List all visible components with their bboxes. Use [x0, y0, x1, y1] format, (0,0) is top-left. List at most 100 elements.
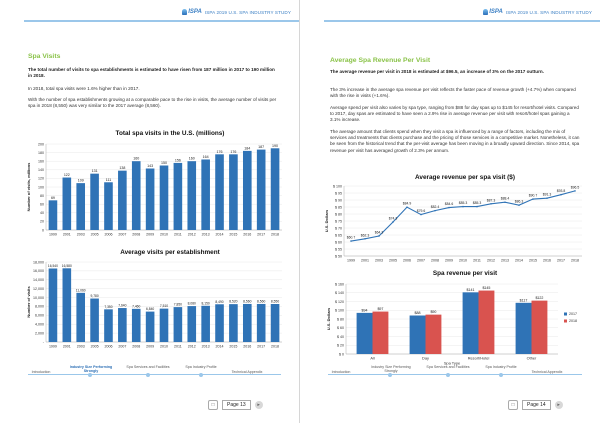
- data-point: [392, 221, 394, 223]
- data-point: [574, 190, 576, 192]
- nav-spa-services[interactable]: Spa Services and Facilities: [126, 365, 170, 369]
- data-label: 160: [133, 157, 139, 161]
- data-label: $96.5: [571, 185, 580, 189]
- document-icon[interactable]: □: [508, 400, 518, 410]
- x-tick-label: 2006: [403, 259, 411, 263]
- nav-technical-appendix[interactable]: Technical Appendix: [531, 370, 563, 374]
- nav-industry-size[interactable]: Industry Size Performing Strongly: [69, 365, 113, 374]
- nav-dot: [499, 372, 503, 377]
- bar: [145, 168, 155, 230]
- nav-introduction[interactable]: Introduction: [331, 370, 351, 374]
- y-tick-label: -: [43, 340, 45, 344]
- bar: [229, 304, 238, 342]
- data-label: 143: [147, 164, 153, 168]
- data-label: $62.3: [361, 233, 370, 237]
- nav-industry-size[interactable]: Industry Size Performing Strongly: [371, 365, 411, 374]
- data-label: $64.3: [375, 230, 384, 234]
- bar: [270, 148, 280, 230]
- bar: [425, 314, 442, 354]
- nav-spa-profile[interactable]: Spa Industry Profile: [185, 365, 217, 369]
- data-label: $88: [415, 311, 421, 315]
- data-label: 8,490: [215, 300, 223, 304]
- x-tick-label: 2011: [473, 259, 481, 263]
- bar: [159, 308, 169, 342]
- y-tick-label: $ 95: [335, 191, 342, 195]
- bar: [187, 161, 197, 230]
- page-header: ISPA ISPA 2019 U.S. SPA INDUSTRY STUDY: [182, 6, 291, 18]
- chart-title: Spa revenue per visit: [432, 270, 498, 277]
- bar: [215, 304, 224, 342]
- chart-title: Total spa visits in the U.S. (millions): [115, 130, 225, 137]
- y-tick-label: $ 60: [337, 326, 344, 330]
- y-tick-label: 0: [42, 228, 44, 232]
- nav-introduction[interactable]: Introduction: [31, 370, 51, 374]
- bar: [131, 308, 141, 342]
- bar: [62, 268, 72, 342]
- nav-spa-services[interactable]: Spa Services and Facilities: [426, 365, 470, 369]
- x-tick-label: 2007: [417, 259, 425, 263]
- nav-spa-profile[interactable]: Spa Industry Profile: [485, 365, 517, 369]
- right-page: ISPA ISPA 2019 U.S. SPA INDUSTRY STUDY A…: [300, 0, 600, 423]
- x-tick-label: 1999: [49, 345, 57, 349]
- next-page-icon[interactable]: ▸: [554, 401, 563, 409]
- x-tick-label: 2013: [202, 233, 210, 237]
- y-tick-label: 140: [38, 168, 44, 172]
- x-tick-label: 2003: [375, 259, 383, 263]
- data-point: [462, 205, 464, 208]
- nav-dot: [388, 372, 392, 377]
- bar: [372, 311, 389, 354]
- data-label: 8,150: [202, 301, 210, 305]
- x-tick-label: 2013: [202, 345, 210, 349]
- y-tick-label: 160: [38, 160, 44, 164]
- data-label: 184: [244, 146, 250, 150]
- document-icon[interactable]: □: [208, 400, 218, 410]
- section-title: Spa Visits: [28, 53, 61, 60]
- y-tick-label: 6,000: [35, 314, 44, 318]
- next-page-icon[interactable]: ▸: [254, 401, 263, 409]
- data-label: 111: [106, 178, 111, 182]
- x-tick-label: 2008: [132, 345, 140, 349]
- x-tick-label: 2007: [118, 345, 126, 349]
- nav-technical-appendix[interactable]: Technical Appendix: [231, 370, 263, 374]
- paragraph: Average spend per visit also varies by s…: [330, 105, 579, 123]
- bar: [104, 309, 113, 342]
- bar: [531, 300, 548, 354]
- bar: [242, 303, 252, 342]
- data-label: 7,460: [132, 304, 140, 308]
- avg-visits-chart: - 2,000 4,000 6,000 8,000 10,000 12,000 14,000 1…: [26, 260, 282, 349]
- data-point: [434, 209, 436, 212]
- y-axis-title: U.S. Dollars: [324, 209, 329, 232]
- data-label: $141: [467, 288, 475, 292]
- x-tick-label: 2012: [487, 259, 495, 263]
- data-label: 8,080: [188, 302, 196, 306]
- bar: [256, 303, 266, 342]
- x-tick-label: 2009: [146, 233, 154, 237]
- y-tick-label: $ 75: [335, 219, 342, 223]
- data-label: $94: [362, 308, 368, 312]
- bar: [242, 150, 252, 230]
- ispa-logo-icon: [483, 9, 489, 15]
- x-tick-label: 2016: [243, 233, 251, 237]
- paragraph: With the number of spa establishments gr…: [28, 97, 277, 109]
- lead-paragraph: The total number of visits to spa establ…: [28, 67, 278, 79]
- data-label: $84.9: [403, 202, 412, 206]
- ispa-logo: ISPA: [483, 9, 503, 15]
- y-tick-label: 80: [40, 194, 44, 198]
- data-label: 8,550: [271, 300, 279, 304]
- x-tick-label: All: [370, 356, 374, 361]
- data-label: 122: [64, 173, 70, 177]
- data-label: 176: [230, 150, 236, 154]
- data-point: [448, 206, 450, 209]
- legend-label: 2018: [569, 319, 577, 323]
- x-tick-label: 2011: [174, 233, 182, 237]
- data-label: 176: [217, 150, 223, 154]
- data-label: $79.6: [417, 209, 426, 213]
- bar: [356, 312, 373, 354]
- section-nav: Introduction Industry Size Performing St…: [28, 365, 281, 385]
- y-tick-label: 18,000: [33, 260, 44, 264]
- y-tick-label: 16,000: [33, 269, 44, 273]
- lead-text: The total number of visits to spa establ…: [28, 67, 275, 79]
- x-axis-title: Spa Type: [444, 361, 460, 366]
- x-tick-label: 2008: [132, 233, 140, 237]
- y-tick-label: $ 70: [335, 226, 342, 230]
